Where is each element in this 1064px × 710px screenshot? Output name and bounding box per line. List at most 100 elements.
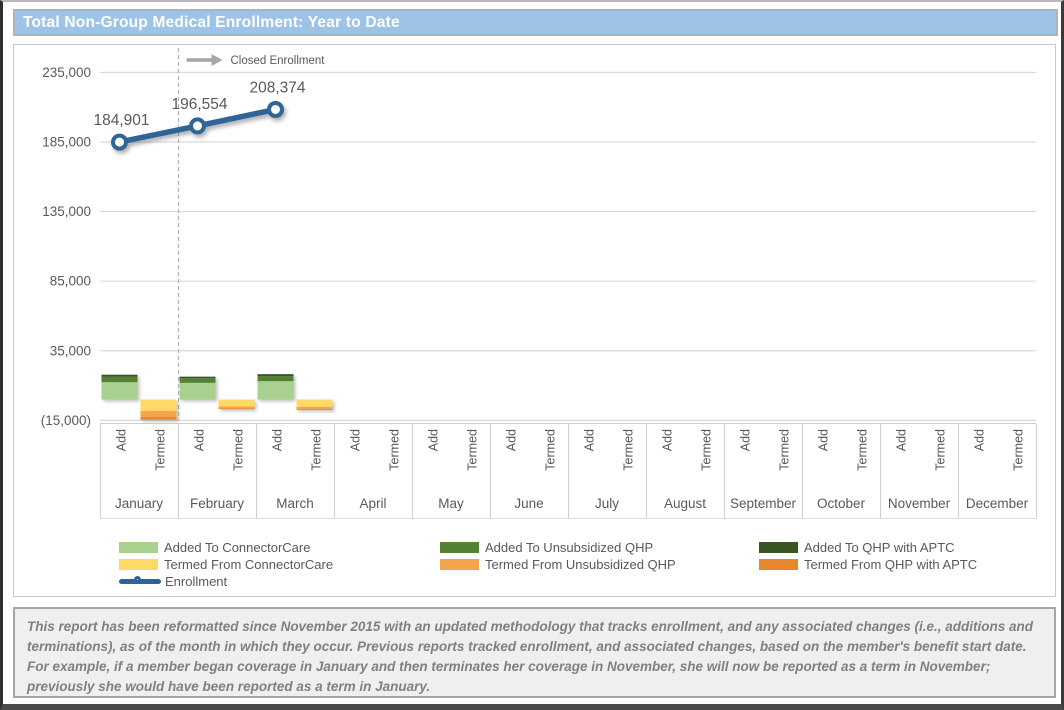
- report-page: Total Non-Group Medical Enrollment: Year…: [0, 0, 1064, 710]
- subcategory-label-termed: Termed: [466, 429, 480, 471]
- subcategory-label-add: Add: [271, 429, 285, 451]
- subcategory-label-termed: Termed: [700, 429, 714, 471]
- month-label: April: [359, 496, 386, 511]
- subcategory-label-termed: Termed: [934, 429, 948, 471]
- bar-segment: [219, 400, 255, 407]
- enrollment-marker: [113, 136, 126, 149]
- legend-item: Added To ConnectorCare: [119, 539, 333, 556]
- month-label: November: [888, 496, 951, 511]
- subcategory-label-termed: Termed: [622, 429, 636, 471]
- subcategory-label-termed: Termed: [544, 429, 558, 471]
- subcategory-label-add: Add: [427, 429, 441, 451]
- closed-enrollment-label: Closed Enrollment: [231, 55, 326, 67]
- enrollment-data-label: 208,374: [249, 79, 305, 96]
- legend-label: Added To Unsubsidized QHP: [485, 540, 653, 555]
- legend-label: Enrollment: [165, 574, 227, 589]
- legend-line-swatch: [119, 575, 161, 588]
- month-label: December: [966, 496, 1029, 511]
- subcategory-label-add: Add: [505, 429, 519, 451]
- bar-series-group: [102, 374, 333, 420]
- month-label: February: [190, 496, 244, 511]
- bar-segment: [297, 400, 333, 407]
- month-label: August: [664, 496, 706, 511]
- subcategory-label-termed: Termed: [778, 429, 792, 471]
- subcategory-label-add: Add: [895, 429, 909, 451]
- month-label: October: [817, 496, 866, 511]
- bar-segment: [141, 417, 177, 420]
- closed-enrollment-arrowhead: [212, 54, 223, 66]
- subcategory-label-termed: Termed: [856, 429, 870, 471]
- month-label: June: [514, 496, 543, 511]
- legend-column: Added To QHP with APTC Termed From QHP wi…: [759, 539, 977, 573]
- legend-label: Termed From ConnectorCare: [164, 557, 333, 572]
- y-axis-tick-label: 85,000: [50, 274, 91, 289]
- subcategory-label-termed: Termed: [1012, 429, 1026, 471]
- subcategory-label-add: Add: [583, 429, 597, 451]
- legend-color-swatch: [440, 542, 479, 553]
- legend-marker-icon: [134, 576, 141, 583]
- subcategory-label-add: Add: [739, 429, 753, 451]
- enrollment-data-label: 184,901: [93, 112, 149, 129]
- subcategory-label-add: Add: [193, 429, 207, 451]
- month-label: March: [276, 496, 314, 511]
- legend-item: Termed From QHP with APTC: [759, 556, 977, 573]
- legend-label: Termed From Unsubsidized QHP: [485, 557, 676, 572]
- footnote-panel: This report has been reformatted since N…: [13, 607, 1056, 698]
- chart-legend: Added To ConnectorCare Termed From Connec…: [14, 539, 1055, 595]
- legend-item: Termed From Unsubsidized QHP: [440, 556, 676, 573]
- bar-segment: [258, 374, 294, 376]
- enrollment-chart: 235,000 185,000 135,000 85,000 35,000 (15,000…: [14, 45, 1055, 523]
- y-axis-tick-label: 235,000: [42, 65, 91, 80]
- y-axis-tick-label: 185,000: [42, 134, 91, 149]
- legend-column: Added To ConnectorCare Termed From Connec…: [119, 539, 333, 590]
- legend-color-swatch: [440, 559, 479, 570]
- enrollment-marker: [269, 103, 282, 116]
- bar-segment: [102, 375, 138, 377]
- subcategory-label-termed: Termed: [154, 429, 168, 471]
- month-label: September: [730, 496, 797, 511]
- subcategory-label-termed: Termed: [310, 429, 324, 471]
- legend-color-swatch: [759, 559, 798, 570]
- subcategory-label-add: Add: [817, 429, 831, 451]
- enrollment-marker: [191, 119, 204, 132]
- legend-color-swatch: [759, 542, 798, 553]
- subcategory-label-add: Add: [973, 429, 987, 451]
- subcategory-label-add: Add: [661, 429, 675, 451]
- y-axis-tick-label: (15,000): [41, 413, 91, 428]
- legend-column: Added To Unsubsidized QHP Termed From Uns…: [440, 539, 676, 573]
- y-axis-tick-label: 35,000: [50, 343, 91, 358]
- bar-segment: [180, 378, 216, 383]
- legend-color-swatch: [119, 542, 158, 553]
- bar-segment: [258, 381, 294, 399]
- bar-segment: [180, 377, 216, 379]
- bar-segment: [102, 377, 138, 382]
- subcategory-label-add: Add: [349, 429, 363, 451]
- report-title-bar: Total Non-Group Medical Enrollment: Year…: [13, 9, 1058, 36]
- subcategory-label-termed: Termed: [388, 429, 402, 471]
- bar-segment: [219, 408, 255, 409]
- subcategory-label-add: Add: [115, 429, 129, 451]
- legend-color-swatch: [119, 559, 158, 570]
- bar-segment: [297, 409, 333, 410]
- legend-label: Added To QHP with APTC: [804, 540, 955, 555]
- legend-label: Termed From QHP with APTC: [804, 557, 977, 572]
- legend-item: Added To QHP with APTC: [759, 539, 977, 556]
- month-label: May: [438, 496, 464, 511]
- enrollment-data-label: 196,554: [171, 96, 227, 113]
- page-title: Total Non-Group Medical Enrollment: Year…: [23, 14, 400, 32]
- subcategory-label-termed: Termed: [232, 429, 246, 471]
- bar-segment: [102, 382, 138, 399]
- month-label: July: [595, 496, 619, 511]
- footnote-text: This report has been reformatted since N…: [27, 617, 1042, 697]
- y-axis-tick-label: 135,000: [42, 204, 91, 219]
- bar-segment: [297, 407, 333, 409]
- month-label: January: [115, 496, 163, 511]
- legend-item: Termed From ConnectorCare: [119, 556, 333, 573]
- legend-item: Added To Unsubsidized QHP: [440, 539, 676, 556]
- bar-segment: [180, 383, 216, 400]
- bar-segment: [141, 411, 177, 417]
- chart-panel: 235,000 185,000 135,000 85,000 35,000 (15,000…: [13, 44, 1056, 597]
- legend-label: Added To ConnectorCare: [164, 540, 310, 555]
- bar-segment: [258, 376, 294, 381]
- bar-segment: [219, 406, 255, 408]
